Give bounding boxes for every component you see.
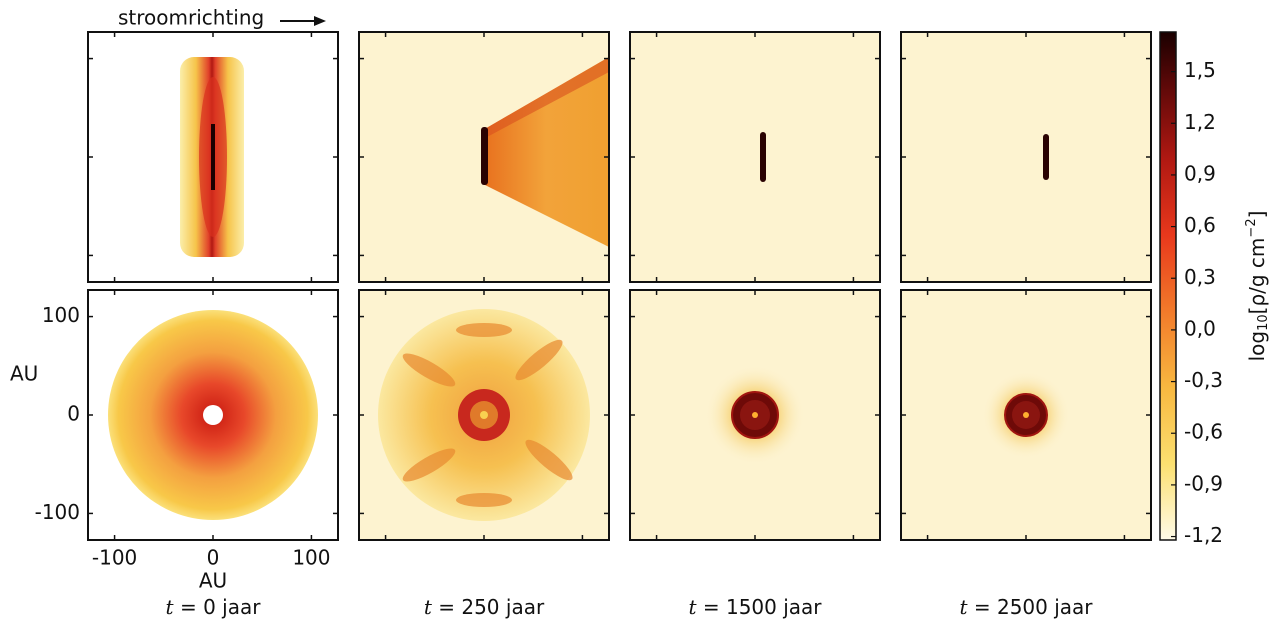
- x-tick-label: 100: [292, 546, 330, 570]
- y-tick-label: 100: [42, 303, 80, 327]
- colorbar-tick-label: 0,3: [1184, 265, 1216, 289]
- colorbar-tick-label: -1,2: [1184, 523, 1223, 547]
- colorbar-tick-label: 0,6: [1184, 213, 1216, 237]
- panel-caption: t = 2500 jaar: [959, 595, 1093, 619]
- time-symbol: t: [959, 595, 968, 619]
- caption-text: = 2500 jaar: [974, 595, 1093, 619]
- x-tick-label: 0: [207, 546, 220, 570]
- panel-image: [901, 290, 1151, 540]
- figure: stroomrichting log10[ρ/g cm−2] -100 0 100 1…: [0, 0, 1279, 627]
- colorbar-tick-label: 0,9: [1184, 161, 1216, 185]
- annotation: stroomrichting: [118, 6, 264, 30]
- colorbar-tick-label: 1,5: [1184, 58, 1216, 82]
- panel-caption: t = 1500 jaar: [688, 595, 822, 619]
- panel-image: [630, 32, 880, 282]
- time-symbol: t: [424, 595, 433, 619]
- caption-text: = 250 jaar: [438, 595, 545, 619]
- panel-image: [359, 290, 609, 540]
- panel-image: [88, 290, 338, 540]
- colorbar-tick-label: 0,0: [1184, 316, 1216, 340]
- y-tick-label: 0: [67, 402, 80, 426]
- panel-image: [88, 32, 338, 282]
- x-axis-label: AU: [199, 569, 227, 593]
- panel-caption: t = 250 jaar: [424, 595, 545, 619]
- y-tick-label: -100: [35, 500, 80, 524]
- caption-text: = 0 jaar: [180, 595, 261, 619]
- panel-image: [630, 290, 880, 540]
- colorbar-tick-label: -0,6: [1184, 420, 1223, 444]
- colorbar-tick-label: -0,3: [1184, 368, 1223, 392]
- time-symbol: t: [688, 595, 697, 619]
- colorbar-label: log10[ρ/g cm−2]: [1244, 211, 1271, 362]
- y-axis-label: AU: [10, 362, 38, 386]
- caption-text: = 1500 jaar: [703, 595, 822, 619]
- panel-image: [359, 32, 609, 282]
- panel-caption: t = 0 jaar: [166, 595, 262, 619]
- colorbar: [1160, 32, 1176, 540]
- colorbar-tick-label: -0,9: [1184, 471, 1223, 495]
- colorbar-tick-label: 1,2: [1184, 110, 1216, 134]
- arrow-head: [314, 16, 326, 26]
- time-symbol: t: [166, 595, 175, 619]
- panel-image: [901, 32, 1151, 282]
- x-tick-label: -100: [92, 546, 137, 570]
